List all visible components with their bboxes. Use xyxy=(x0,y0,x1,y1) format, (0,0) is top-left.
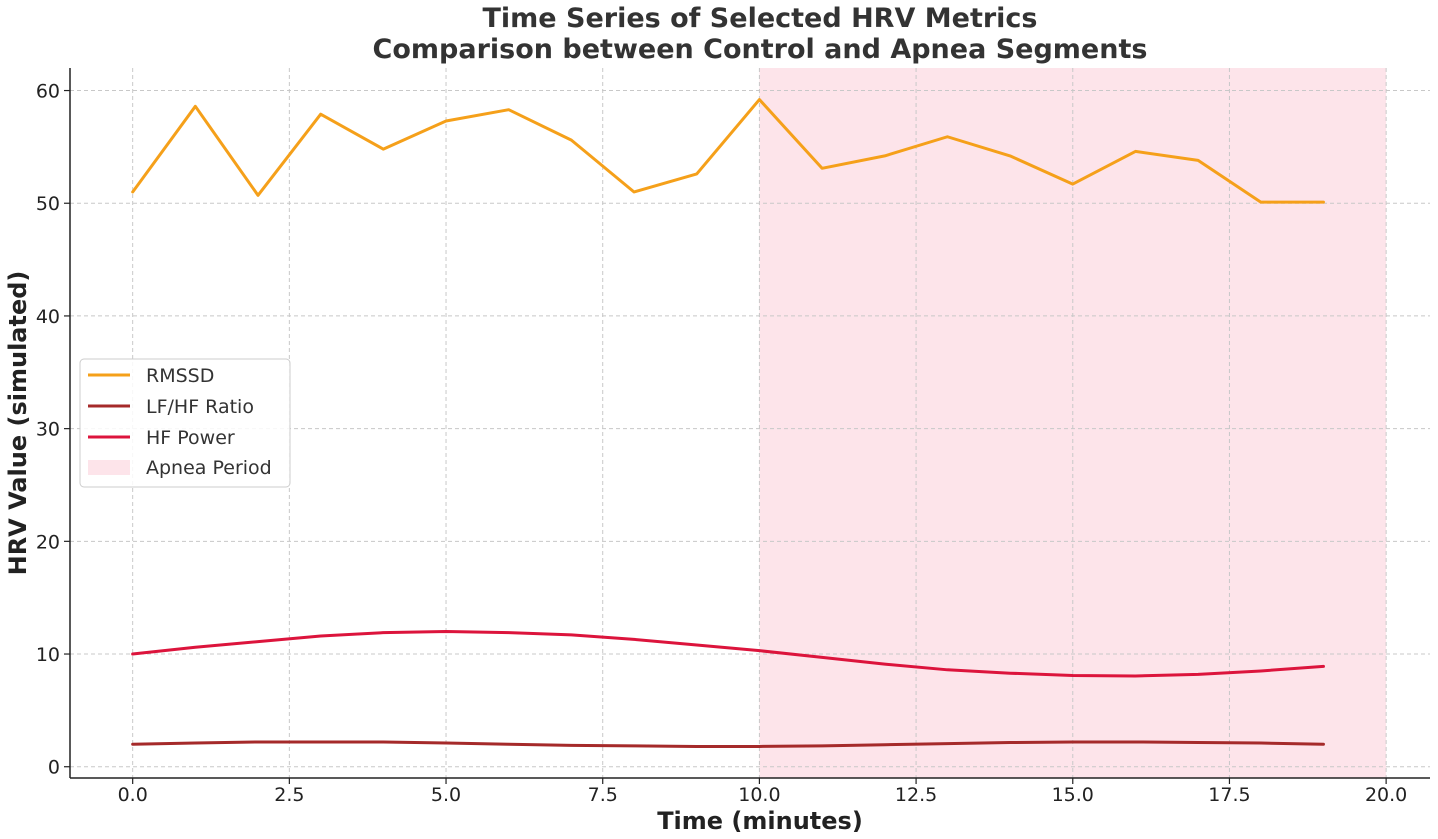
x-tick-label: 20.0 xyxy=(1365,784,1407,806)
legend-label-lf-hf-ratio: LF/HF Ratio xyxy=(146,396,254,418)
grid-layer xyxy=(70,68,1430,778)
x-tick-label: 0.0 xyxy=(118,784,148,806)
axes-layer xyxy=(69,68,1430,779)
x-tick-label: 12.5 xyxy=(895,784,937,806)
x-tick-label: 5.0 xyxy=(431,784,461,806)
y-tick-label: 0 xyxy=(48,757,60,779)
series-line-hf-power xyxy=(131,629,1325,678)
x-tick-label: 2.5 xyxy=(274,784,304,806)
x-tick-label: 15.0 xyxy=(1052,784,1094,806)
legend-label-rmssd: RMSSD xyxy=(146,365,214,387)
series-layer xyxy=(131,98,1325,748)
legend-swatch-apnea-period xyxy=(88,460,130,475)
y-tick-label: 50 xyxy=(36,193,60,215)
y-axis-label: HRV Value (simulated) xyxy=(4,271,32,576)
tick-layer: 0.0 2.5 5.0 7.5 10.0 12.5 15.0 17.5 20.0 0 10 20 30 4… xyxy=(36,81,1407,806)
x-tick-label: 7.5 xyxy=(588,784,618,806)
series-line-lf-hf-ratio xyxy=(131,740,1325,748)
y-tick-label: 10 xyxy=(36,644,60,666)
y-tick-label: 20 xyxy=(36,531,60,553)
legend-label-apnea-period: Apnea Period xyxy=(146,457,272,479)
legend-frame xyxy=(79,358,291,488)
x-axis-label: Time (minutes) xyxy=(657,807,863,835)
legend: RMSSD LF/HF Ratio HF Power Apnea Period xyxy=(79,358,291,488)
x-tick-label: 17.5 xyxy=(1208,784,1250,806)
y-tick-label: 40 xyxy=(36,306,60,328)
x-tick-label: 10.0 xyxy=(738,784,780,806)
series-line-rmssd xyxy=(131,98,1325,204)
y-tick-label: 30 xyxy=(36,419,60,441)
chart-title: Time Series of Selected HRV Metrics xyxy=(482,3,1037,34)
legend-label-hf-power: HF Power xyxy=(146,427,235,449)
chart-subtitle: Comparison between Control and Apnea Seg… xyxy=(373,34,1148,65)
y-tick-label: 60 xyxy=(36,81,60,103)
